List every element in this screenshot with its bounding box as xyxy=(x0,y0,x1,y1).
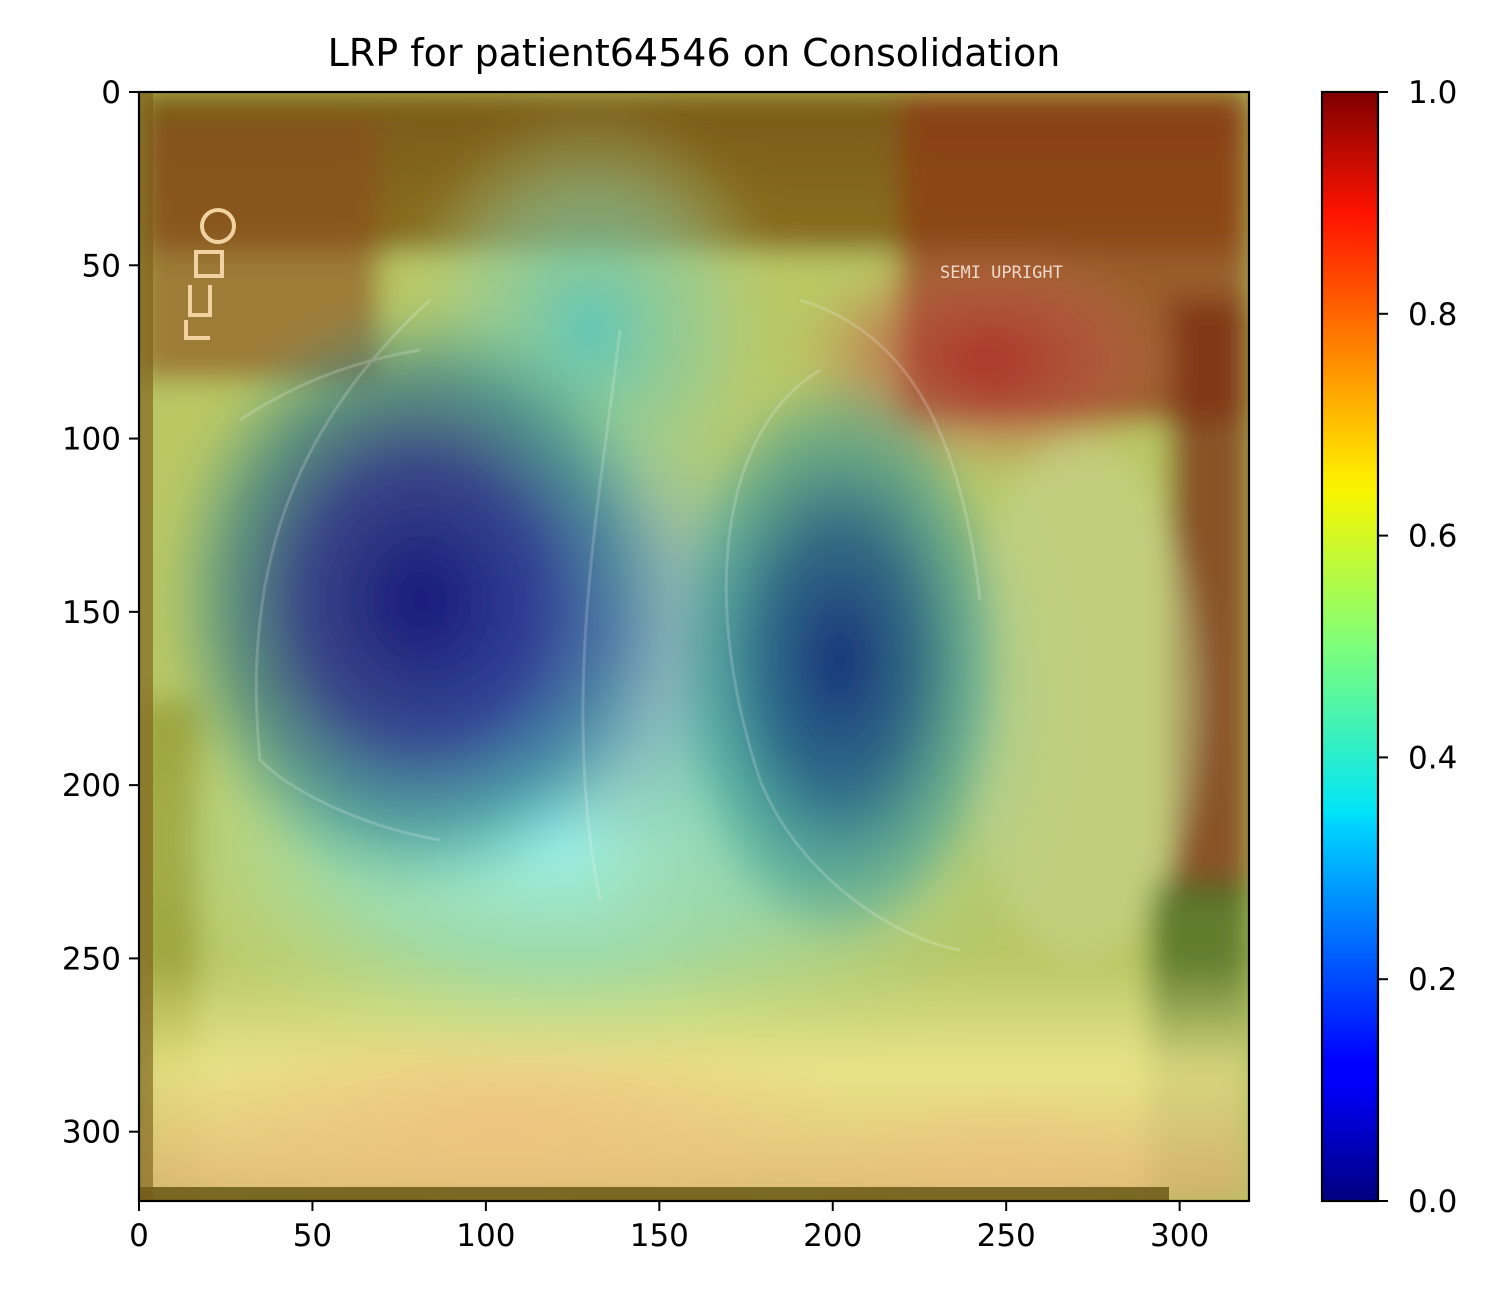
x-tick-label: 200 xyxy=(803,1218,862,1254)
axes-frame xyxy=(137,90,1251,1203)
x-tick-label: 50 xyxy=(293,1218,332,1254)
x-tick-label: 250 xyxy=(977,1218,1036,1254)
colorbar-tick-label: 0.0 xyxy=(1408,1184,1457,1220)
x-tick-label: 150 xyxy=(630,1218,689,1254)
x-tick-label: 300 xyxy=(1150,1218,1209,1254)
marker-symbol xyxy=(184,208,236,340)
y-tick-label: 0 xyxy=(101,75,121,111)
y-tick-label: 50 xyxy=(82,248,121,284)
y-tick-label: 200 xyxy=(62,768,121,804)
x-tick-label: 100 xyxy=(456,1218,515,1254)
overlay-text: SEMI UPRIGHT xyxy=(940,263,1063,283)
x-tick-label: 0 xyxy=(129,1218,149,1254)
y-axis: 0 50 100 150 200 250 300 xyxy=(62,75,139,1151)
y-tick-label: 250 xyxy=(62,941,121,977)
y-tick-label: 150 xyxy=(62,595,121,631)
colorbar-tick-label: 0.4 xyxy=(1408,740,1457,776)
colorbar-gradient xyxy=(1322,92,1378,1201)
heatmap-image: SEMI UPRIGHT xyxy=(139,92,1249,1201)
y-tick-label: 300 xyxy=(62,1115,121,1151)
colorbar-tick-label: 0.2 xyxy=(1408,962,1457,998)
colorbar-tick-label: 0.6 xyxy=(1408,519,1457,555)
colorbar-tick-label: 0.8 xyxy=(1408,297,1457,333)
chart-title: LRP for patient64546 on Consolidation xyxy=(328,31,1061,75)
y-tick-label: 100 xyxy=(62,422,121,458)
colorbar: 0.0 0.2 0.4 0.6 0.8 1.0 xyxy=(1320,75,1457,1220)
colorbar-tick-label: 1.0 xyxy=(1408,75,1457,111)
x-axis: 0 50 100 150 200 250 300 xyxy=(129,1201,1209,1254)
